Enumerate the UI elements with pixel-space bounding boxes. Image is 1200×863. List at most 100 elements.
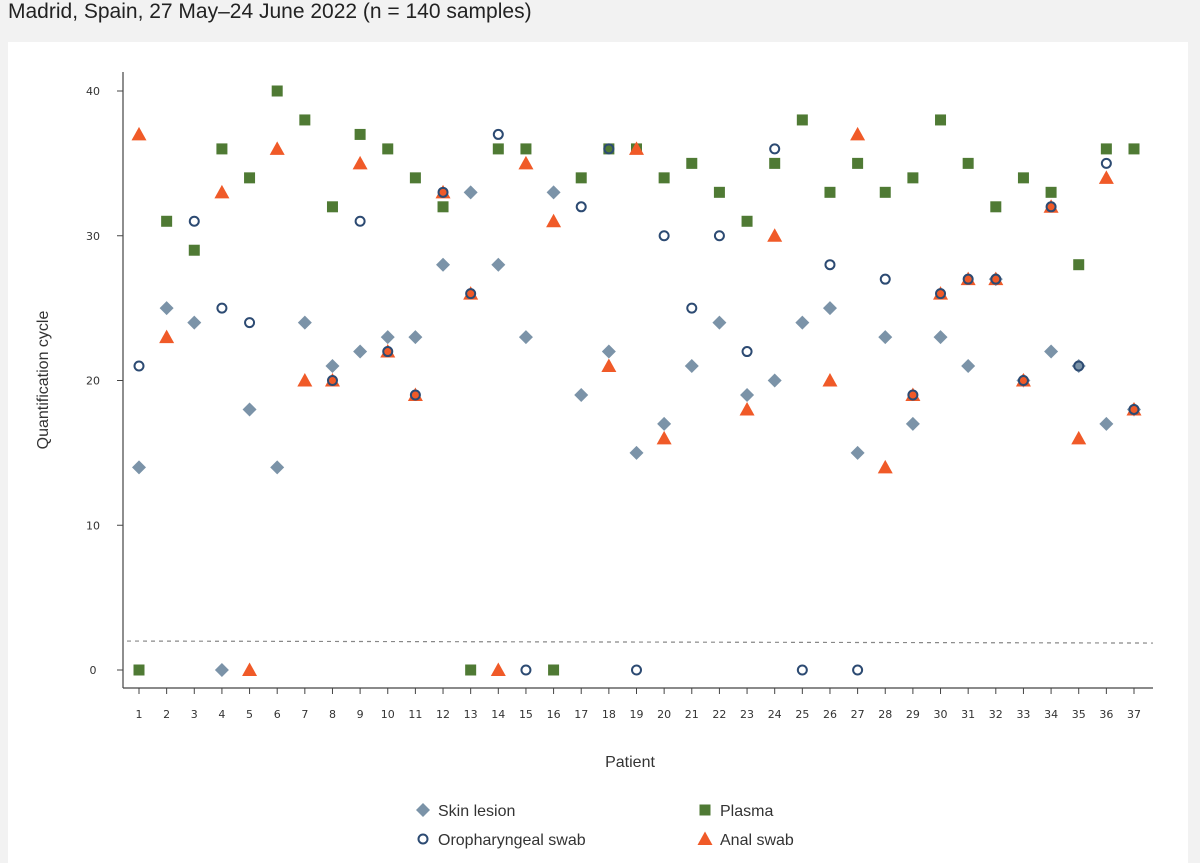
- data-point: [133, 360, 145, 372]
- legend-marker: [697, 831, 713, 845]
- data-point: [1098, 170, 1114, 184]
- x-tick-label: 3: [191, 708, 198, 721]
- x-tick-label: 37: [1127, 708, 1141, 721]
- data-point: [713, 230, 725, 242]
- data-point: [657, 416, 672, 431]
- data-point: [796, 664, 808, 676]
- legend-item: Anal swab: [697, 831, 794, 849]
- legend-marker: [417, 833, 429, 845]
- data-point: [686, 302, 698, 314]
- data-point: [133, 664, 145, 676]
- data-point: [767, 228, 783, 242]
- data-point: [1073, 259, 1085, 271]
- x-tick-label: 13: [464, 708, 478, 721]
- x-tick-label: 8: [329, 708, 336, 721]
- data-point: [656, 430, 672, 445]
- series-oropharyngeal-swab: [133, 128, 1140, 676]
- x-tick-label: 7: [301, 708, 308, 721]
- data-point: [795, 315, 810, 330]
- figure-caption: Madrid, Spain, 27 May–24 June 2022 (n = …: [8, 0, 532, 23]
- data-point: [465, 664, 477, 676]
- data-point: [850, 445, 865, 460]
- data-point: [242, 662, 258, 676]
- data-point: [326, 201, 338, 213]
- data-point: [741, 215, 753, 227]
- data-point: [352, 155, 368, 170]
- data-point: [269, 141, 285, 155]
- data-point: [271, 85, 283, 97]
- data-point: [1017, 172, 1029, 184]
- data-point: [935, 114, 947, 126]
- data-point: [796, 114, 808, 126]
- x-tick-label: 35: [1072, 708, 1086, 721]
- data-point: [382, 346, 394, 358]
- data-point: [1100, 143, 1112, 155]
- data-point: [520, 143, 532, 155]
- data-point: [990, 273, 1002, 285]
- data-point: [244, 172, 256, 184]
- data-point: [962, 273, 974, 285]
- data-point: [767, 373, 782, 388]
- data-point: [740, 387, 755, 402]
- data-point: [216, 143, 228, 155]
- data-point: [520, 664, 532, 676]
- data-point: [1128, 403, 1140, 415]
- data-point: [1099, 416, 1114, 431]
- data-point: [877, 459, 893, 474]
- y-tick-label: 10: [86, 519, 100, 532]
- data-point: [546, 185, 561, 200]
- data-point: [878, 330, 893, 345]
- data-point: [548, 664, 560, 676]
- series-anal-swab: [131, 126, 1142, 676]
- x-tick-label: 18: [602, 708, 616, 721]
- data-point: [1044, 344, 1059, 359]
- data-point: [382, 143, 394, 155]
- data-point: [850, 126, 866, 141]
- data-point: [907, 389, 919, 401]
- x-axis-label: Patient: [605, 754, 655, 771]
- data-point: [990, 201, 1002, 213]
- y-axis-label: Quantification cycle: [35, 311, 52, 450]
- x-tick-label: 17: [574, 708, 588, 721]
- data-point: [518, 155, 534, 170]
- x-tick-label: 21: [685, 708, 699, 721]
- data-point: [408, 330, 423, 345]
- x-tick-label: 16: [547, 708, 561, 721]
- data-point: [935, 288, 947, 300]
- y-tick-label: 20: [86, 375, 100, 388]
- x-tick-label: 5: [246, 708, 253, 721]
- y-tick-label: 30: [86, 230, 100, 243]
- data-point: [299, 114, 311, 126]
- data-point: [188, 244, 200, 256]
- data-point: [353, 344, 368, 359]
- x-tick-label: 36: [1099, 708, 1113, 721]
- x-tick-label: 29: [906, 708, 920, 721]
- data-point: [159, 301, 174, 316]
- data-point: [216, 302, 228, 314]
- legend-label: Plasma: [720, 803, 773, 820]
- x-tick-label: 9: [357, 708, 364, 721]
- data-point: [601, 344, 616, 359]
- data-point: [465, 288, 477, 300]
- legend-label: Anal swab: [720, 832, 794, 849]
- data-point: [824, 259, 836, 271]
- threshold-line: [126, 640, 1154, 644]
- x-tick-label: 6: [274, 708, 281, 721]
- data-point: [1128, 143, 1140, 155]
- data-point: [907, 172, 919, 184]
- data-point: [1045, 186, 1057, 198]
- data-point: [684, 359, 699, 374]
- data-point: [354, 128, 366, 140]
- x-tick-label: 20: [657, 708, 671, 721]
- data-point: [492, 128, 504, 140]
- data-point: [629, 445, 644, 460]
- data-point: [1017, 375, 1029, 386]
- data-point: [769, 143, 781, 155]
- data-point: [1100, 157, 1112, 169]
- data-point: [491, 257, 506, 272]
- data-point: [824, 186, 836, 198]
- x-tick-label: 14: [491, 708, 505, 721]
- data-marks: [131, 85, 1142, 677]
- data-point: [852, 664, 864, 676]
